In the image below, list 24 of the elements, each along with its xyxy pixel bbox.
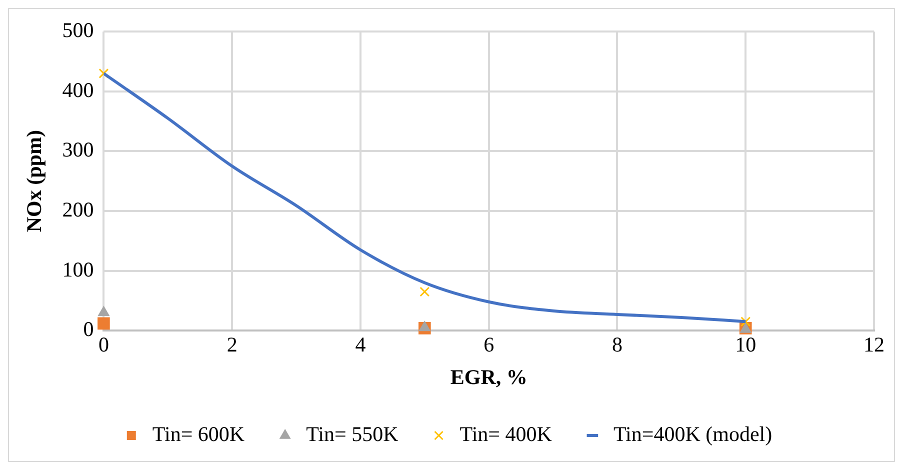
x-axis-title: EGR, % bbox=[450, 364, 528, 389]
point bbox=[98, 317, 110, 330]
x-tick-label: 8 bbox=[612, 332, 622, 357]
point bbox=[740, 316, 751, 327]
x-tick-label: 0 bbox=[98, 332, 109, 357]
y-tick-label: 300 bbox=[62, 138, 94, 162]
point bbox=[418, 321, 430, 332]
point bbox=[98, 306, 110, 316]
point bbox=[420, 286, 430, 297]
y-tick-label: 200 bbox=[62, 198, 94, 222]
x-tick-label: 2 bbox=[226, 332, 238, 357]
x-tick-label: 6 bbox=[484, 332, 494, 357]
y-axis-title: NOx (ppm) bbox=[22, 130, 46, 232]
y-tick-label: 500 bbox=[62, 18, 94, 42]
y-tick-label: 400 bbox=[62, 78, 94, 102]
legend-label: Tin= 400K bbox=[460, 422, 552, 446]
legend-label: Tin= 600K bbox=[152, 422, 245, 446]
y-tick-label: 0 bbox=[83, 317, 94, 342]
legend-label: Tin= 550K bbox=[306, 422, 398, 446]
x-tick-label: 12 bbox=[864, 332, 884, 357]
x-tick-label: 10 bbox=[735, 332, 756, 357]
y-tick-label: 100 bbox=[62, 257, 94, 282]
legend-label: Tin=400K (model) bbox=[613, 422, 772, 446]
x-tick-label: 4 bbox=[355, 332, 366, 357]
